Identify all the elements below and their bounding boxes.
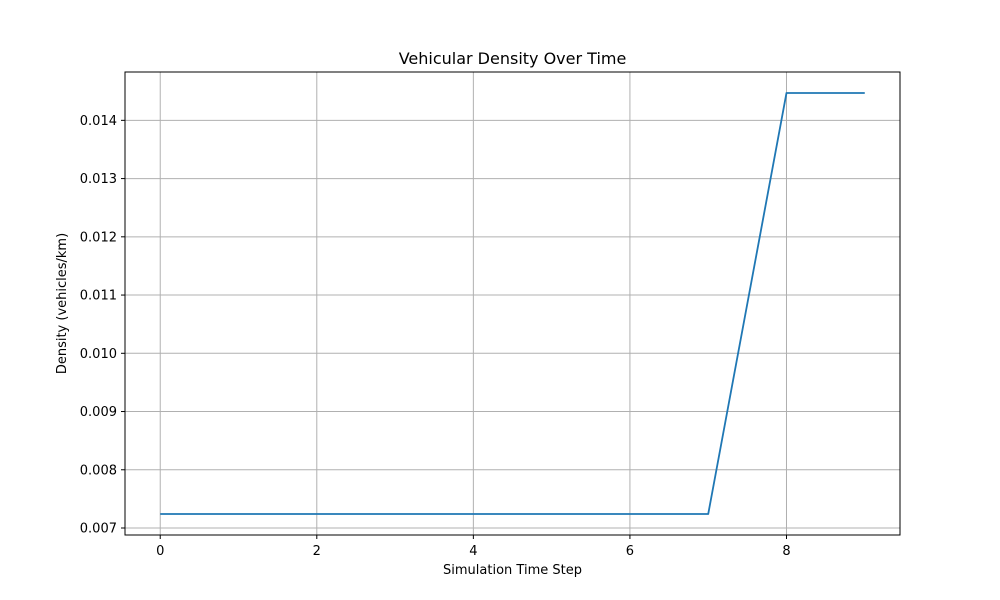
- x-axis-label: Simulation Time Step: [443, 563, 582, 578]
- ticks: 0 2 4 6 8 0.007 0.008 0.009 0.010 0.011 0.012 0.013…: [80, 114, 791, 559]
- y-tick-label: 0.008: [80, 463, 117, 478]
- x-tick-label: 6: [626, 544, 634, 559]
- y-tick-label: 0.011: [80, 289, 117, 304]
- y-tick-label: 0.009: [80, 405, 117, 420]
- y-tick-label: 0.007: [80, 522, 117, 537]
- y-tick-label: 0.014: [80, 114, 117, 129]
- series-line: [160, 92, 865, 515]
- plot-frame: [124, 71, 901, 536]
- y-tick-label: 0.012: [80, 230, 117, 245]
- x-tick-label: 2: [313, 544, 321, 559]
- x-tick-label: 0: [156, 544, 164, 559]
- x-tick-label: 4: [469, 544, 477, 559]
- grid: [125, 72, 900, 535]
- y-tick-label: 0.010: [80, 347, 117, 362]
- series-layer: [160, 92, 865, 515]
- chart-title: Vehicular Density Over Time: [399, 49, 627, 68]
- y-axis-label: Density (vehicles/km): [55, 233, 70, 374]
- x-tick-label: 8: [782, 544, 790, 559]
- y-tick-label: 0.013: [80, 172, 117, 187]
